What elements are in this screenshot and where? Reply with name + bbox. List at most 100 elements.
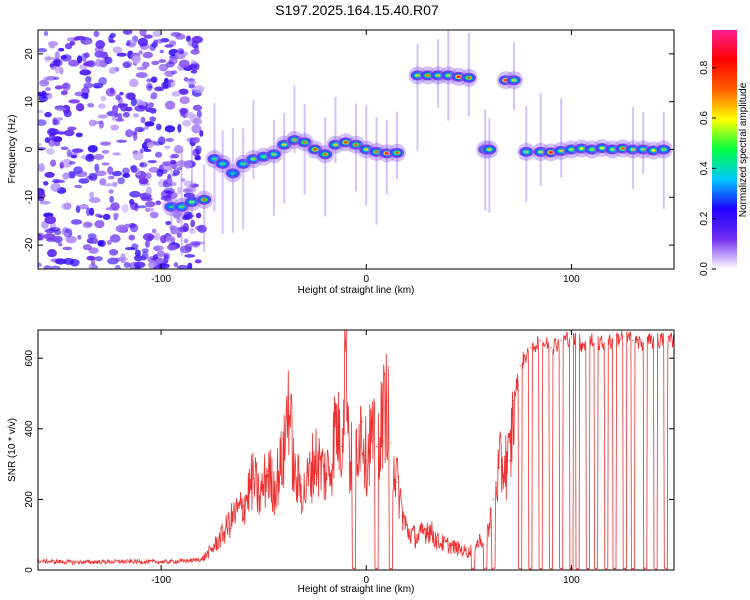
noise-cell	[183, 76, 189, 82]
noise-cell	[63, 232, 69, 238]
noise-cell	[94, 170, 107, 177]
noise-cell	[194, 225, 203, 231]
noise-cell	[144, 172, 152, 180]
ridge-peak	[466, 76, 471, 80]
noise-cell	[155, 200, 162, 206]
noise-cell	[194, 156, 202, 161]
noise-cell	[60, 55, 68, 60]
snr-panel: -100 0 100 0 200 400 600 Height of straight li…	[7, 329, 675, 595]
noise-cell	[171, 91, 181, 97]
ridge-smear	[662, 111, 665, 209]
ridge-peak	[374, 150, 379, 154]
ridge-smear	[190, 143, 193, 231]
noise-cell	[87, 103, 95, 108]
snr-point	[488, 527, 490, 529]
snr-line-layer	[38, 330, 674, 570]
noise-cell	[122, 62, 131, 69]
noise-cell	[122, 111, 130, 118]
snr-point	[375, 445, 378, 448]
colorbar: 0.0 0.2 0.4 0.6 0.8 Normalized spectral ampl…	[699, 30, 749, 276]
noise-cell	[47, 249, 57, 258]
noise-cell	[161, 81, 172, 90]
noise-cell	[75, 205, 81, 213]
noise-cell	[146, 78, 152, 83]
noise-cell	[74, 184, 83, 189]
noise-cell	[138, 128, 143, 132]
noise-cell	[94, 213, 102, 218]
noise-cell	[100, 95, 107, 102]
noise-cell	[176, 232, 182, 238]
noise-cell	[94, 256, 103, 262]
spectrogram-ytick-label: -10	[24, 190, 35, 205]
snr-point	[211, 548, 213, 550]
noise-cell	[182, 119, 192, 127]
noise-cell	[126, 40, 131, 47]
ridge-peak	[436, 74, 441, 77]
noise-cell	[144, 239, 150, 248]
ridge-smear	[293, 85, 296, 154]
ridge-smear	[484, 109, 487, 211]
ridge-peak	[503, 78, 508, 82]
noise-cell	[176, 217, 181, 224]
noise-cell	[47, 40, 59, 47]
noise-cell	[141, 255, 147, 261]
noise-cell	[38, 142, 42, 147]
noise-cell	[175, 160, 188, 168]
snr-point	[242, 505, 244, 508]
colorbar-tick-label: 0.0	[699, 262, 710, 276]
noise-cell	[132, 132, 138, 141]
noise-cell	[143, 34, 153, 39]
noise-cell	[94, 163, 100, 172]
noise-cell	[38, 48, 48, 53]
noise-cell	[90, 257, 96, 266]
ridge-peak	[271, 153, 276, 156]
ridge-peak	[302, 141, 307, 144]
noise-cell	[158, 59, 167, 63]
noise-cell	[192, 104, 203, 111]
ridge-smear	[324, 117, 327, 217]
snr-xlabel: Height of straight line (km)	[298, 584, 415, 595]
noise-cell	[170, 226, 179, 235]
noise-cell	[54, 117, 64, 121]
noise-cell	[54, 85, 64, 90]
noise-cell	[116, 139, 128, 143]
noise-cell	[112, 152, 121, 156]
noise-cell	[163, 187, 176, 194]
snr-point	[513, 399, 515, 402]
snr-point	[355, 442, 357, 444]
noise-cell	[97, 240, 104, 247]
noise-cell	[44, 137, 51, 144]
snr-point	[416, 537, 419, 539]
ridge-smear	[416, 43, 419, 151]
noise-cell	[75, 132, 83, 138]
ridge-peak	[661, 148, 666, 151]
noise-cell	[178, 88, 189, 95]
noise-cell	[170, 153, 180, 159]
noise-cell	[124, 92, 135, 100]
snr-point	[361, 421, 363, 423]
noise-cell	[88, 263, 98, 269]
ridge-peak	[610, 148, 615, 151]
colorbar-scale	[712, 30, 737, 269]
snr-ytick-label: 400	[24, 420, 35, 437]
snr-point	[652, 339, 655, 342]
colorbar-tick-label: 0.8	[699, 60, 710, 74]
ridge-smear	[283, 112, 286, 204]
noise-cell	[188, 228, 196, 234]
noise-cell	[124, 246, 135, 251]
ridge-peak	[343, 141, 348, 144]
noise-cell	[147, 102, 154, 108]
noise-cell	[186, 80, 197, 85]
noise-cell	[46, 148, 55, 155]
snr-point	[406, 530, 408, 532]
noise-cell	[89, 191, 95, 199]
snr-point	[492, 498, 495, 501]
snr-point	[78, 561, 80, 563]
snr-point	[611, 339, 614, 342]
noise-cell	[108, 39, 116, 44]
noise-cell	[191, 40, 199, 49]
noise-cell	[107, 166, 114, 175]
snr-point	[252, 477, 255, 479]
noise-cell	[179, 96, 190, 105]
